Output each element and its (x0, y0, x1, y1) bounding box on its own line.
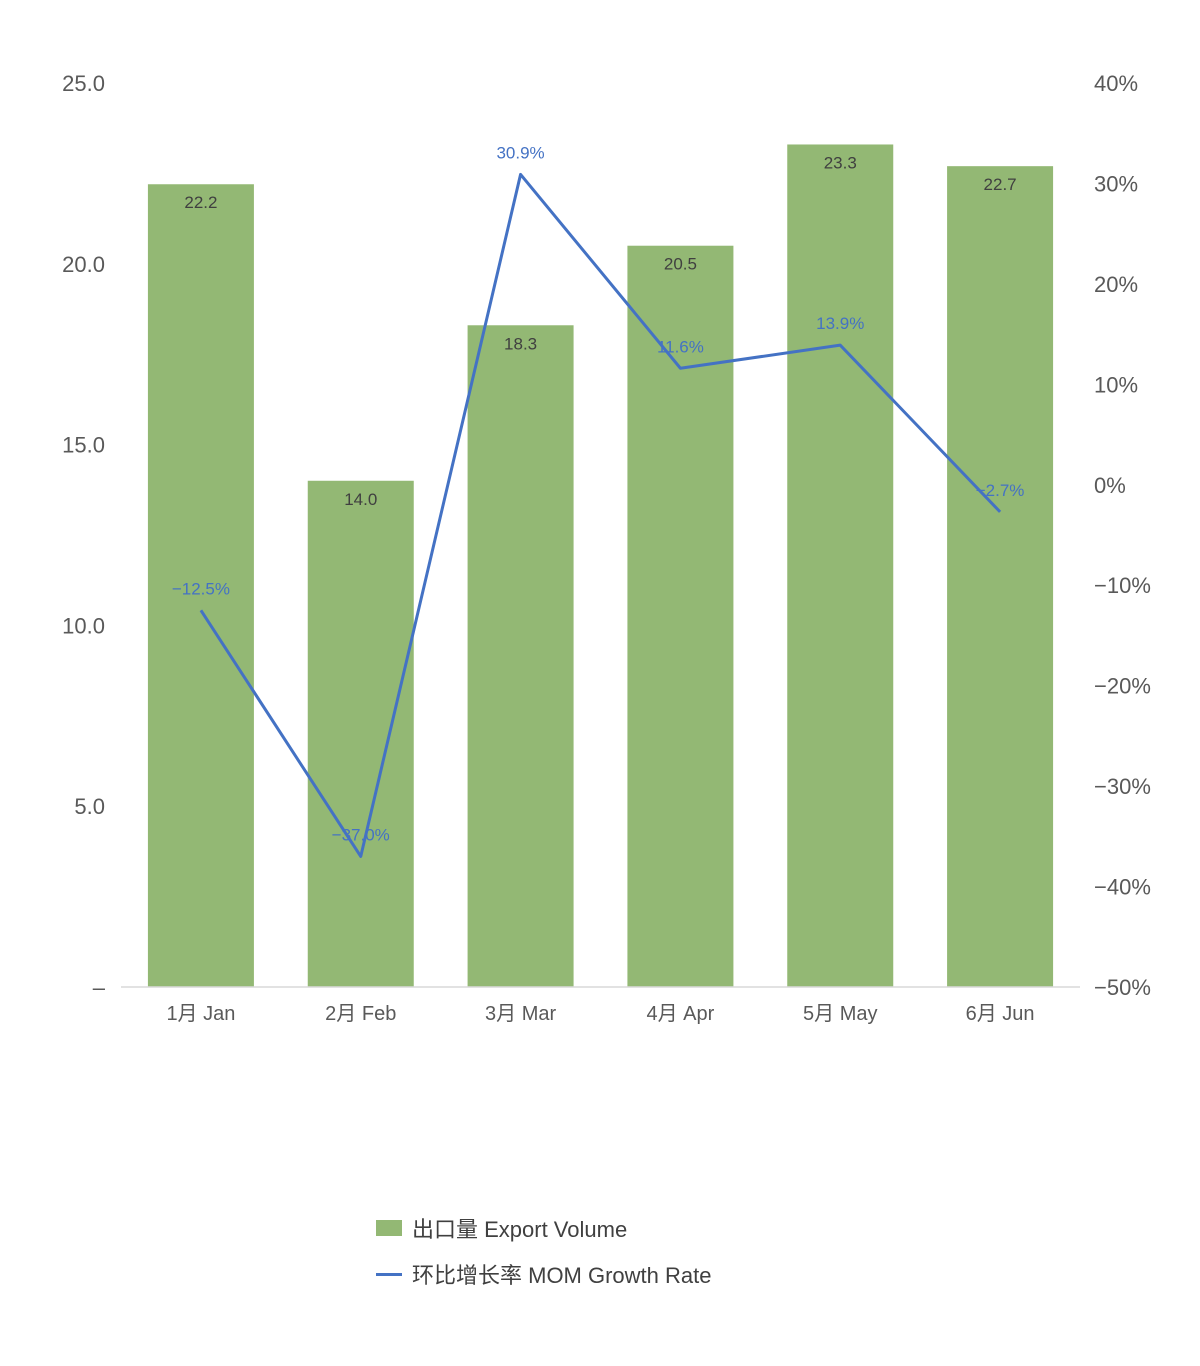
bar-export-volume (627, 245, 734, 988)
bar-data-label: 23.3 (824, 153, 857, 172)
bar-export-volume (467, 325, 574, 988)
y-left-tick-label: – (93, 975, 106, 1000)
line-data-label: 30.9% (496, 143, 544, 162)
y-left-tick-label: 20.0 (62, 252, 105, 277)
x-tick-label: 3月 Mar (485, 1003, 556, 1025)
line-data-label: −12.5% (172, 579, 230, 598)
bar-data-label: 22.7 (984, 175, 1017, 194)
x-tick-label: 2月 Feb (325, 1003, 396, 1025)
y-left-tick-label: 10.0 (62, 613, 105, 638)
line-data-label: −2.7% (976, 481, 1025, 500)
bar-data-label: 18.3 (504, 334, 537, 353)
y-right-tick-label: 40% (1094, 71, 1138, 96)
line-data-label: −37.0% (332, 825, 390, 844)
legend-item-export-volume: 出口量 Export Volume (376, 1205, 711, 1251)
bar-export-volume (947, 166, 1054, 988)
y-left-tick-label: 5.0 (74, 794, 105, 819)
y-right-tick-label: 30% (1094, 171, 1138, 196)
legend-label-export-volume: 出口量 Export Volume (412, 1217, 628, 1242)
legend: 出口量 Export Volume 环比增长率 MOM Growth Rate (376, 1205, 711, 1297)
x-tick-label: 1月 Jan (166, 1003, 235, 1025)
y-right-tick-label: 0% (1094, 473, 1126, 498)
bar-data-label: 22.2 (184, 193, 217, 212)
y-left-tick-label: 15.0 (62, 433, 105, 458)
y-right-tick-label: 10% (1094, 372, 1138, 397)
legend-item-mom-growth-rate: 环比增长率 MOM Growth Rate (376, 1251, 711, 1297)
line-mom-growth-rate (199, 172, 1002, 858)
x-tick-label: 4月 Apr (647, 1003, 715, 1025)
y-right-tick-label: −20% (1094, 674, 1151, 699)
combo-chart: – 5.0 10.0 15.0 20.0 25.0 −50% −40% −30% −20% −10%… (62, 71, 1151, 1025)
line-data-label: 13.9% (816, 314, 864, 333)
y-left-tick-label: 25.0 (62, 71, 105, 96)
legend-swatch-mom-growth-rate (376, 1272, 402, 1276)
bar-data-label: 20.5 (664, 255, 697, 274)
bar-export-volume (147, 184, 254, 988)
y-right-tick-label: −10% (1094, 573, 1151, 598)
y-right-tick-label: −50% (1094, 975, 1151, 1000)
legend-swatch-export-volume (376, 1220, 402, 1236)
x-tick-label: 5月 May (803, 1003, 877, 1025)
line-data-label: 11.6% (657, 337, 704, 356)
bar-data-label: 14.0 (344, 490, 377, 509)
bar-export-volume (787, 144, 894, 988)
legend-label-mom-growth-rate: 环比增长率 MOM Growth Rate (412, 1263, 712, 1288)
bar-export-volume (307, 480, 414, 987)
y-right-tick-label: −30% (1094, 774, 1151, 799)
y-right-tick-label: 20% (1094, 272, 1138, 297)
y-right-tick-label: −40% (1094, 875, 1151, 900)
x-tick-label: 6月 Jun (966, 1003, 1035, 1025)
